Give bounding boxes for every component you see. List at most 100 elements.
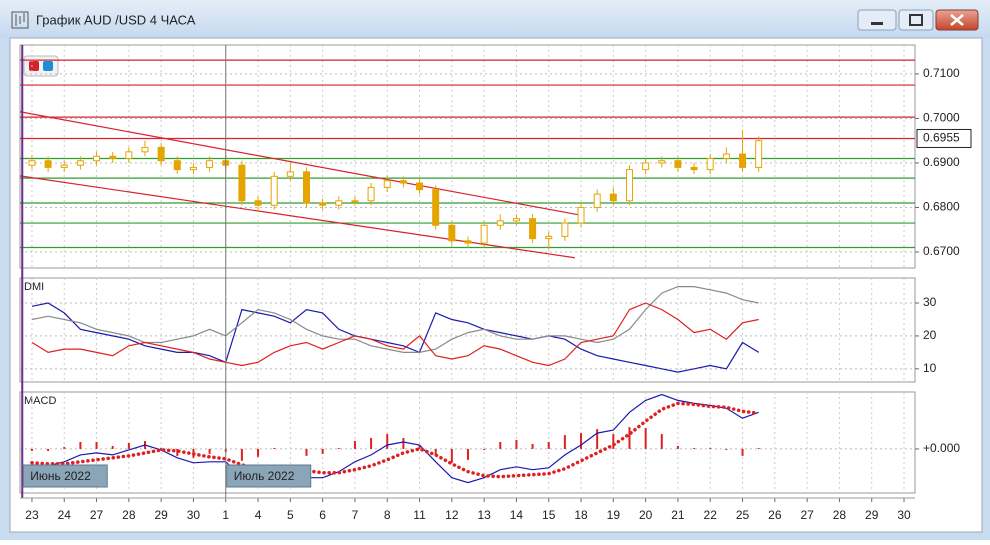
dmi-line xyxy=(31,302,760,373)
y-tick-label: 0.6800 xyxy=(923,200,960,214)
x-tick-label: 29 xyxy=(154,508,168,522)
histogram-bar xyxy=(402,438,405,449)
candle-body xyxy=(609,193,617,202)
candle-body xyxy=(480,224,488,244)
y-tick-label: 30 xyxy=(923,295,937,309)
candle-body xyxy=(642,162,650,171)
histogram-bar xyxy=(353,441,356,449)
histogram-bar xyxy=(370,438,373,449)
chart-area xyxy=(9,37,983,533)
period-label-box xyxy=(22,464,108,488)
x-tick-label: 5 xyxy=(287,508,294,522)
candle-body xyxy=(593,193,601,208)
candle-body xyxy=(60,164,68,168)
histogram-bar xyxy=(257,448,260,457)
histogram-bar xyxy=(531,443,534,449)
histogram-bar xyxy=(434,448,437,456)
price-marker-label: 0.6955 xyxy=(923,131,960,145)
candle-body xyxy=(658,160,666,164)
histogram-bar xyxy=(127,442,130,449)
x-tick-label: 27 xyxy=(800,508,814,522)
histogram-bar xyxy=(386,434,389,449)
candle-body xyxy=(512,218,520,222)
window-title: График AUD /USD 4 ЧАСА xyxy=(36,12,196,27)
candle-body xyxy=(238,164,246,202)
histogram-bar xyxy=(79,442,82,449)
histogram-bar xyxy=(612,434,615,449)
minimize-button[interactable] xyxy=(857,9,897,31)
x-tick-label: 15 xyxy=(542,508,556,522)
candle-body xyxy=(561,222,569,237)
histogram-bar xyxy=(547,442,550,449)
histogram-bar xyxy=(709,447,712,449)
panel-title: MACD xyxy=(24,395,56,407)
dmi-line xyxy=(31,286,759,353)
candle-body xyxy=(529,218,537,240)
y-tick-label: +0.000 xyxy=(923,441,960,455)
candle-body xyxy=(706,158,714,171)
histogram-bar xyxy=(644,428,647,449)
histogram-bar xyxy=(240,448,243,461)
candle-body xyxy=(270,175,278,206)
histogram-bar xyxy=(305,448,308,456)
candle-body xyxy=(206,160,214,168)
histogram-bar xyxy=(660,434,663,449)
candle-body xyxy=(367,186,375,202)
x-tick-label: 18 xyxy=(574,508,588,522)
macd-line xyxy=(30,401,761,479)
histogram-bar xyxy=(450,448,453,463)
x-tick-label: 7 xyxy=(352,508,359,522)
period-label-box xyxy=(226,464,312,488)
trend-line xyxy=(19,111,581,216)
candle-body xyxy=(496,220,504,226)
histogram-bar xyxy=(693,447,696,449)
histogram-bar xyxy=(47,448,50,451)
histogram-bar xyxy=(499,442,502,449)
close-button[interactable] xyxy=(935,9,979,31)
x-tick-label: 29 xyxy=(865,508,879,522)
y-tick-label: 20 xyxy=(923,328,937,342)
candle-body xyxy=(44,160,52,168)
x-tick-label: 21 xyxy=(671,508,685,522)
candle-body xyxy=(28,160,36,166)
x-tick-label: 13 xyxy=(477,508,491,522)
histogram-bar xyxy=(515,440,518,449)
x-tick-label: 8 xyxy=(384,508,391,522)
histogram-bar xyxy=(321,448,324,454)
candle-body xyxy=(399,180,407,184)
candle-body xyxy=(141,146,149,153)
histogram-bar xyxy=(466,448,469,460)
candle-body xyxy=(690,166,698,171)
histogram-bar xyxy=(63,446,66,449)
histogram-bar xyxy=(95,442,98,449)
price-marker xyxy=(916,128,972,148)
x-tick-label: 6 xyxy=(319,508,326,522)
panel-frame xyxy=(19,391,916,494)
candle-body xyxy=(173,160,181,171)
candle-body xyxy=(577,206,585,224)
color-toggle[interactable] xyxy=(23,55,59,77)
histogram-bar xyxy=(30,448,33,451)
histogram-bar xyxy=(337,447,340,449)
x-tick-label: 23 xyxy=(25,508,39,522)
panel-frame xyxy=(19,44,916,269)
x-tick-label: 20 xyxy=(639,508,653,522)
histogram-bar xyxy=(160,447,163,449)
panel-frame xyxy=(19,277,916,383)
y-tick-label: 0.6700 xyxy=(923,244,960,258)
candle-body xyxy=(739,153,747,168)
y-tick-label: 0.6900 xyxy=(923,155,960,169)
x-tick-label: 24 xyxy=(58,508,72,522)
period-label: Июнь 2022 xyxy=(30,469,91,483)
candle-body xyxy=(351,200,359,203)
x-tick-label: 27 xyxy=(90,508,104,522)
candle-body xyxy=(448,224,456,242)
macd-line xyxy=(31,393,759,484)
histogram-bar xyxy=(757,447,760,449)
period-label: Июль 2022 xyxy=(234,469,295,483)
histogram-bar xyxy=(418,444,421,449)
x-tick-label: 26 xyxy=(768,508,782,522)
maximize-button[interactable] xyxy=(898,9,934,31)
candle-body xyxy=(545,235,553,240)
